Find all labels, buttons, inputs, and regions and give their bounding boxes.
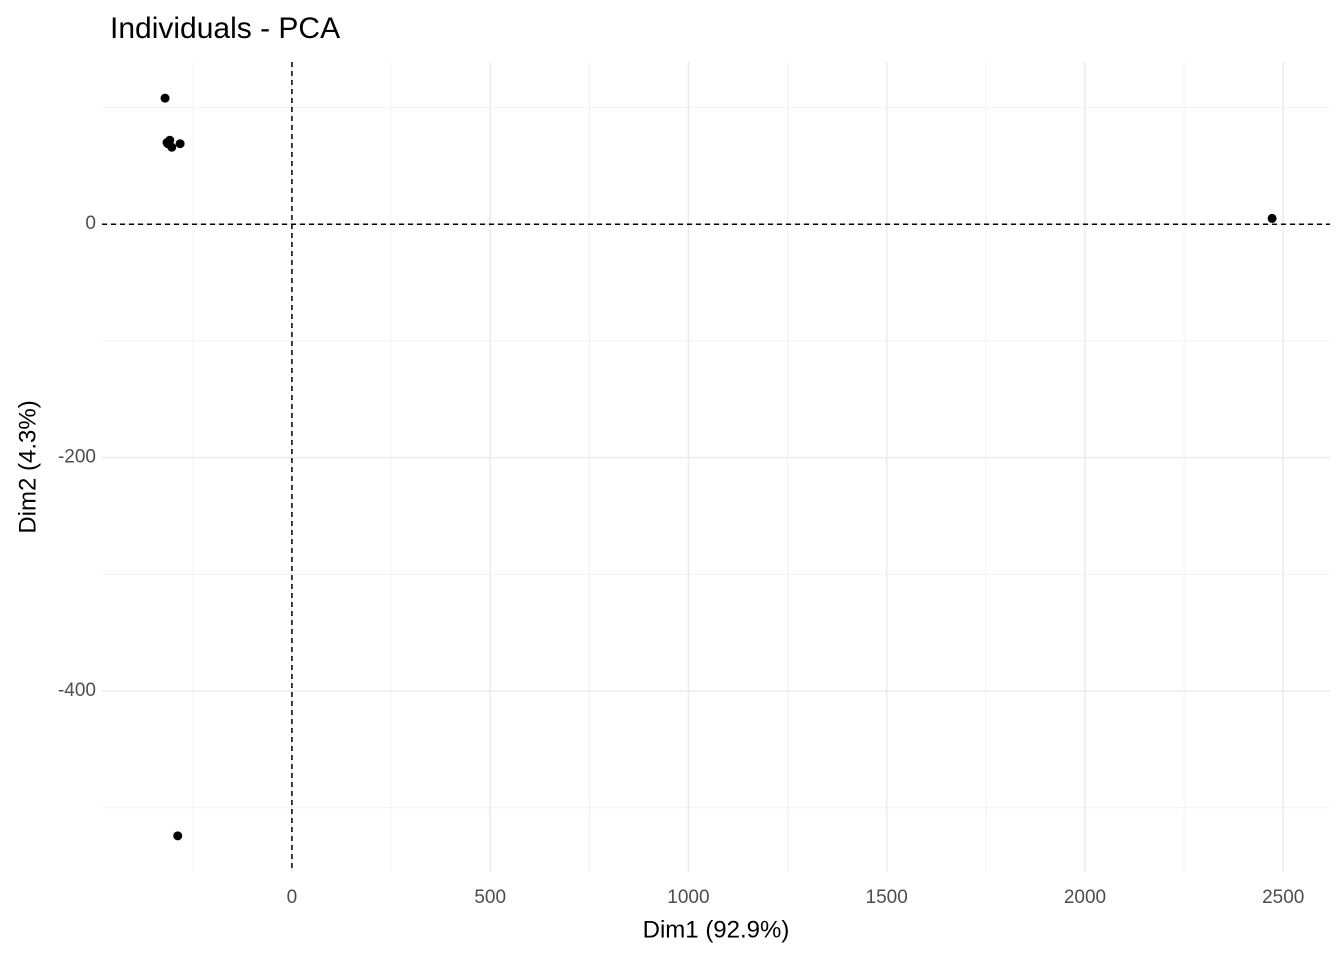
- x-axis-title: Dim1 (92.9%): [643, 916, 790, 943]
- x-tick-label: 2500: [1262, 887, 1304, 908]
- point: [173, 831, 183, 841]
- y-axis-title: Dim2 (4.3%): [14, 400, 41, 533]
- chart-title: Individuals - PCA: [110, 12, 340, 45]
- point: [1267, 213, 1277, 223]
- point: [160, 93, 170, 103]
- point: [175, 139, 185, 149]
- x-tick-label: 500: [474, 887, 506, 908]
- x-tick-label: 2000: [1064, 887, 1106, 908]
- x-tick-label: 1000: [667, 887, 709, 908]
- y-tick-label: -400: [58, 680, 96, 701]
- x-tick-label: 0: [287, 887, 298, 908]
- x-tick-label: 1500: [866, 887, 908, 908]
- point: [163, 139, 173, 149]
- y-tick-label: 0: [85, 213, 96, 234]
- y-tick-label: -200: [58, 447, 96, 468]
